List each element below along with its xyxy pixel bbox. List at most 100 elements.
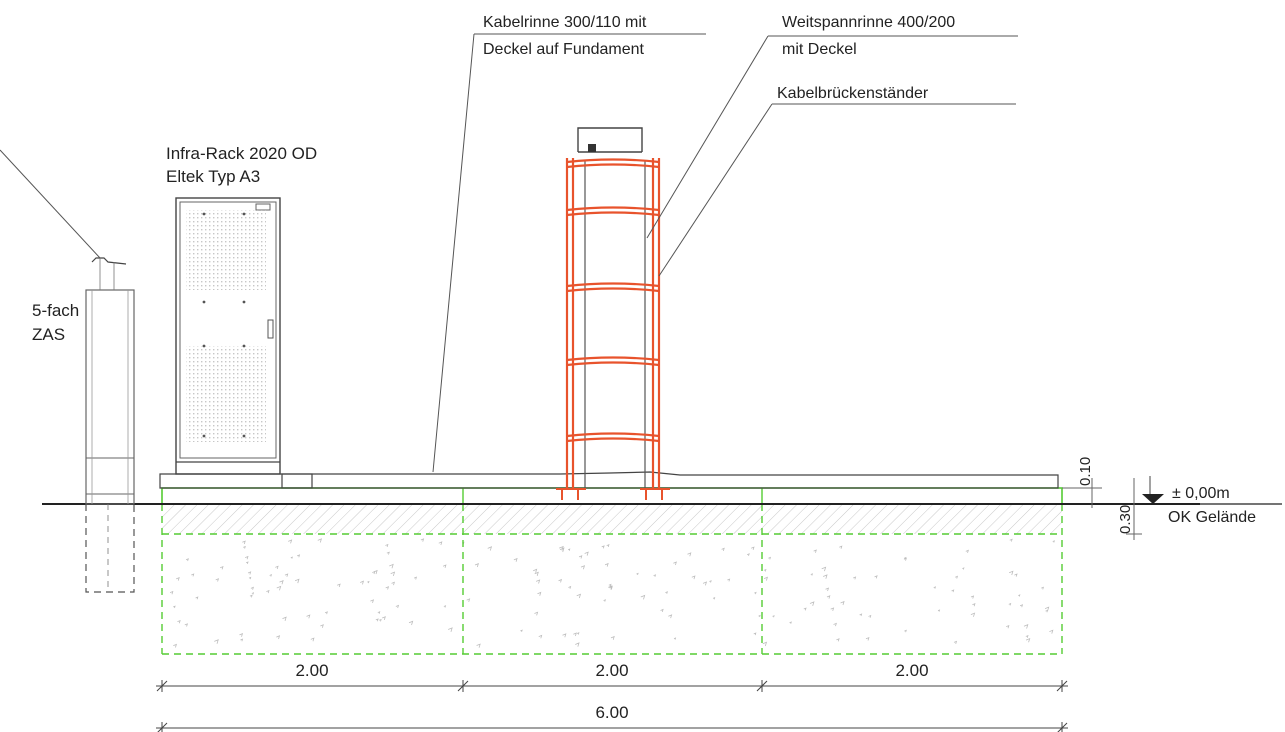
speckle	[1041, 586, 1044, 590]
speckle	[580, 565, 586, 570]
speckle	[575, 642, 580, 647]
speckle	[269, 574, 272, 577]
speckle	[853, 576, 857, 580]
speckle	[825, 587, 830, 592]
speckle	[874, 575, 878, 579]
speckle	[558, 578, 563, 583]
speckle	[297, 554, 301, 558]
speckle	[290, 556, 293, 559]
speckle	[687, 552, 692, 557]
speckle	[408, 620, 414, 626]
foundation-hatch	[162, 504, 1062, 534]
speckle	[275, 565, 279, 570]
speckle	[753, 632, 757, 636]
speckle	[169, 590, 174, 595]
speckle	[636, 572, 639, 576]
speckle	[762, 641, 768, 647]
speckle	[294, 578, 300, 584]
speckle	[567, 548, 571, 551]
label-level: ± 0,00m	[1172, 485, 1230, 502]
speckle	[1008, 602, 1012, 606]
speckle	[903, 557, 907, 561]
speckle	[1014, 573, 1018, 577]
speckle	[413, 576, 418, 580]
dim-tick	[1056, 680, 1068, 692]
dimension-chains	[156, 680, 1068, 732]
speckle	[266, 589, 270, 594]
speckle	[763, 568, 767, 572]
speckle	[955, 575, 959, 579]
speckle	[177, 619, 181, 624]
foundation-dashed-outline	[161, 504, 1063, 655]
speckle	[758, 614, 761, 618]
speckle	[746, 553, 750, 557]
speckle	[214, 639, 219, 644]
speckle	[385, 586, 390, 590]
speckle	[813, 549, 817, 553]
speckle	[763, 576, 769, 581]
speckle	[448, 627, 453, 632]
label-ground: OK Gelände	[1168, 509, 1256, 526]
speckle	[382, 616, 386, 620]
speckle	[191, 573, 195, 577]
speckle	[709, 580, 712, 583]
speckle	[324, 611, 328, 615]
speckle	[389, 563, 394, 569]
speckle	[668, 614, 673, 619]
speckle	[242, 540, 246, 545]
speckle	[276, 585, 282, 591]
speckle	[390, 571, 396, 577]
label-weitspann-2: mit Deckel	[782, 41, 857, 58]
speckle	[830, 607, 835, 611]
speckle	[442, 564, 447, 569]
speckle	[1018, 594, 1021, 597]
dim-segment-1: 2.00	[295, 661, 328, 680]
dim-total: 6.00	[595, 703, 628, 722]
label-weitspann-1: Weitspannrinne 400/200	[782, 14, 955, 31]
speckle	[640, 594, 646, 600]
speckle	[248, 576, 252, 580]
speckle	[660, 608, 664, 613]
speckle	[537, 591, 542, 596]
speckle	[372, 570, 376, 575]
speckle	[379, 618, 382, 622]
level-marks	[1062, 476, 1282, 540]
stand-arm	[566, 287, 660, 293]
speckle	[173, 643, 177, 648]
speckle	[1009, 538, 1013, 542]
speckle	[466, 598, 471, 602]
speckle	[702, 581, 708, 586]
speckle	[386, 551, 390, 555]
speckle	[1023, 624, 1029, 629]
speckle	[1025, 634, 1029, 638]
speckle	[320, 624, 324, 628]
speckle	[195, 596, 199, 600]
zas-cabinet	[0, 149, 135, 593]
speckle	[538, 634, 543, 639]
speckle	[184, 623, 188, 627]
speckle	[487, 546, 493, 551]
dim-tick	[457, 680, 469, 692]
speckle	[240, 638, 244, 642]
infra-rack	[175, 197, 281, 475]
speckle	[768, 556, 772, 560]
stand-arm	[566, 432, 660, 438]
dim-tick	[756, 680, 768, 692]
speckle	[840, 600, 845, 606]
stand-arm	[566, 282, 660, 288]
speckle	[789, 621, 792, 624]
speckle	[1049, 629, 1054, 634]
speckle	[306, 614, 311, 619]
speckle	[377, 611, 381, 614]
dim-tick	[1057, 722, 1068, 732]
label-rack-1: Infra-Rack 2020 OD	[166, 144, 317, 163]
level-triangle-icon	[1142, 494, 1164, 504]
speckle	[276, 635, 281, 640]
speckle	[826, 595, 831, 599]
stand-arm	[566, 163, 660, 169]
speckle	[608, 585, 613, 590]
speckle	[185, 558, 189, 562]
speckle	[395, 604, 400, 609]
speckle	[568, 585, 572, 589]
